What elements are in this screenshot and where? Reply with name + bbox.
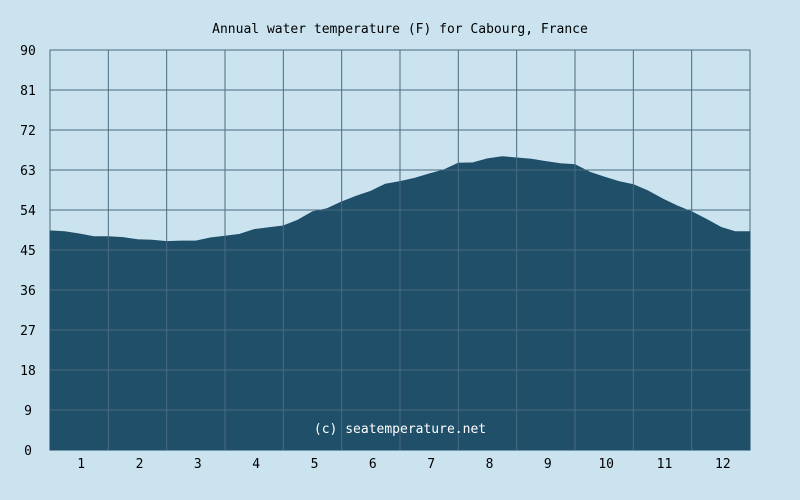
x-tick-label: 6 [369, 457, 377, 472]
y-tick-label: 36 [20, 284, 36, 299]
x-tick-label: 1 [77, 457, 85, 472]
y-tick-label: 45 [20, 244, 36, 259]
y-tick-label: 54 [20, 204, 36, 219]
y-tick-label: 90 [20, 44, 36, 59]
x-axis-ticks: 1 2 3 4 5 6 7 8 9 10 11 12 [77, 457, 730, 472]
watermark: (c) seatemperature.net [314, 422, 486, 437]
x-tick-label: 9 [544, 457, 552, 472]
chart-title: Annual water temperature (F) for Cabourg… [212, 22, 588, 37]
y-tick-label: 72 [20, 124, 36, 139]
x-tick-label: 3 [194, 457, 202, 472]
y-tick-label: 27 [20, 324, 36, 339]
y-tick-label: 63 [20, 164, 36, 179]
x-tick-label: 8 [486, 457, 494, 472]
y-tick-label: 0 [24, 444, 32, 459]
y-axis-ticks: 0 9 18 27 36 45 54 63 72 81 90 [20, 44, 36, 459]
x-tick-label: 7 [427, 457, 435, 472]
grid-lines [50, 50, 750, 450]
x-tick-label: 11 [657, 457, 673, 472]
x-tick-label: 4 [252, 457, 260, 472]
x-tick-label: 5 [311, 457, 319, 472]
y-tick-label: 9 [24, 404, 32, 419]
x-tick-label: 12 [715, 457, 731, 472]
y-tick-label: 81 [20, 84, 36, 99]
x-tick-label: 10 [598, 457, 614, 472]
y-tick-label: 18 [20, 364, 36, 379]
x-tick-label: 2 [136, 457, 144, 472]
